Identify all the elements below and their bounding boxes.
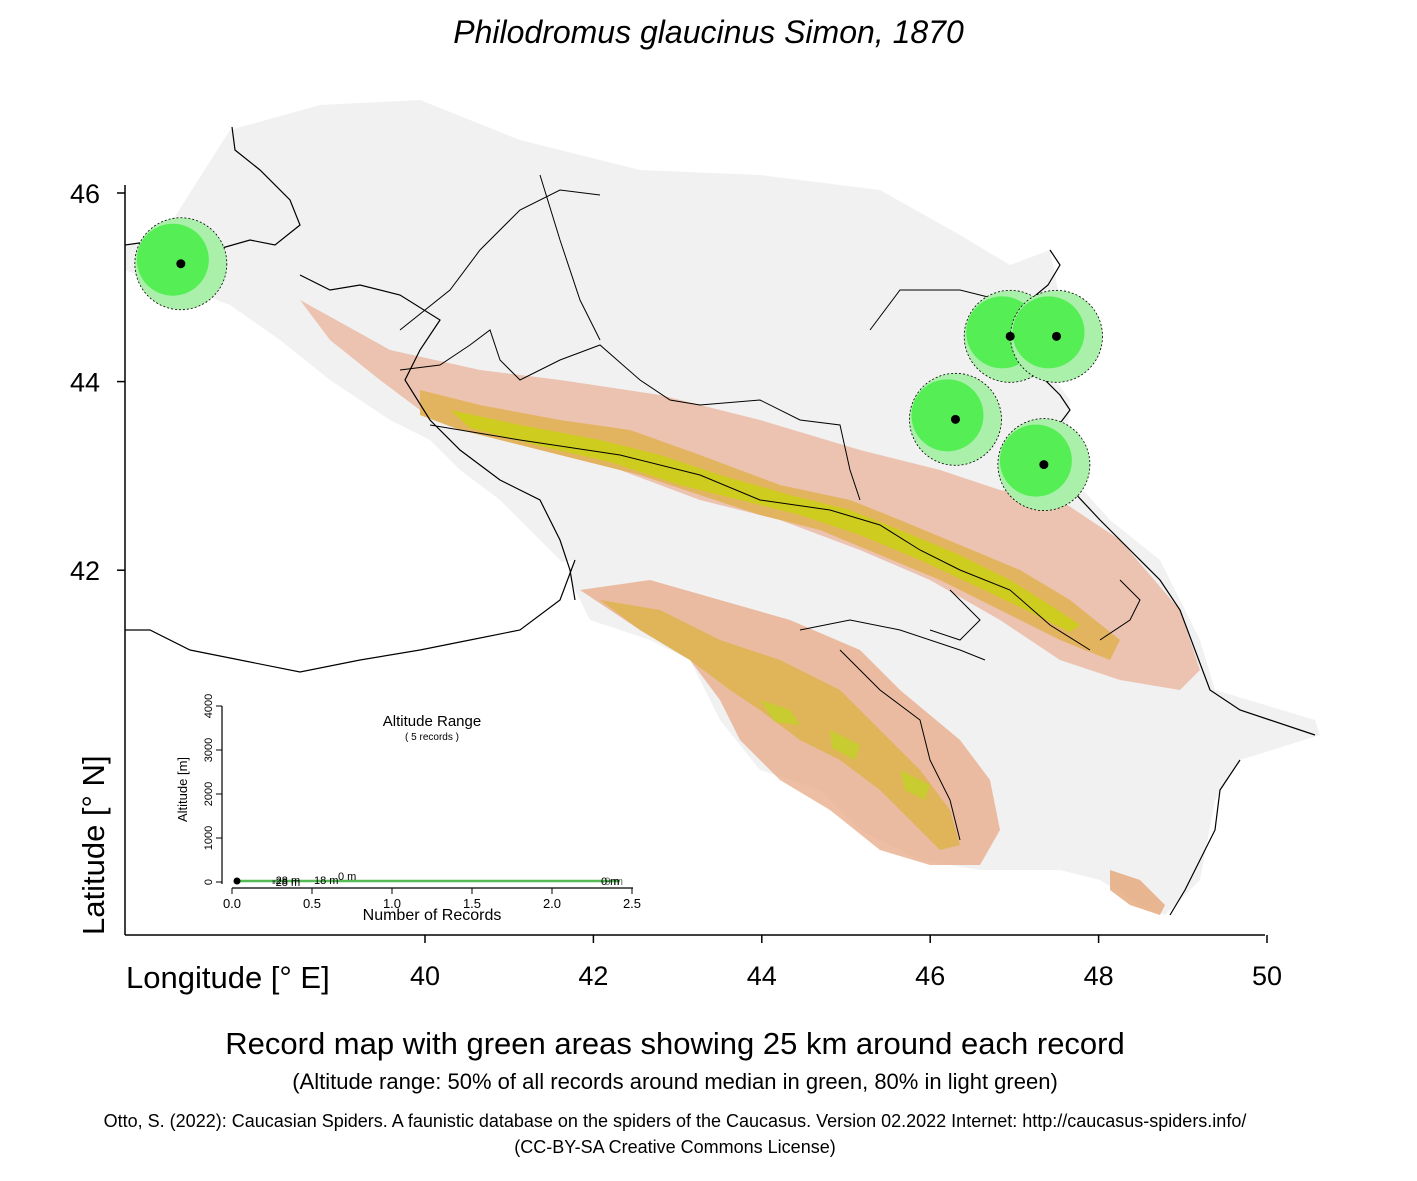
inset-point-label-6: -9 m (601, 876, 623, 888)
record-point (950, 414, 960, 424)
map-title: Philodromus glaucinus Simon, 1870 (453, 14, 964, 50)
inset-y-label: Altitude [m] (175, 757, 190, 822)
inset-subtitle: ( 5 records ) (405, 732, 459, 743)
record-points (176, 259, 1061, 470)
lon-tick-label: 42 (578, 961, 608, 991)
lesser-caucasus-peaks (760, 700, 930, 800)
inset-y-tick-label: 3000 (203, 738, 215, 762)
buffer-core (911, 379, 984, 452)
inset-point-label-1: -28 m (272, 875, 300, 887)
lat-tick-label: 46 (70, 179, 100, 209)
inset-x-tick-label: 1.5 (463, 896, 481, 911)
greater-caucasus-crest (450, 410, 1080, 632)
inset-point-label-4: 0 m (338, 871, 356, 883)
inset-y-ticks: 0 1000 2000 3000 4000 (203, 694, 222, 885)
lon-tick-label: 46 (915, 961, 945, 991)
inset-x-tick-label: 1.0 (383, 896, 401, 911)
inset-point-label-5: 0 m (601, 876, 619, 888)
lat-tick-label: 42 (70, 556, 100, 586)
buffer-core (136, 223, 209, 296)
coastline (124, 126, 1316, 916)
land-area (125, 100, 1320, 915)
buffer-core (999, 424, 1072, 497)
buffer-core (1012, 296, 1085, 369)
inset-title: Altitude Range (383, 713, 481, 730)
inset-point-label-3: 18 m (314, 875, 338, 887)
inset-x-tick-label: 0.5 (303, 896, 321, 911)
altitude-inset: Altitude Range ( 5 records ) 0 1000 2000 30… (175, 694, 641, 924)
latitude-ticks: 46 44 42 (70, 179, 125, 586)
inset-y-tick-label: 0 (203, 879, 215, 885)
longitude-label: Longitude [° E] (126, 960, 330, 995)
latitude-label: Latitude [° N] (76, 755, 111, 935)
inset-y-tick-label: 2000 (203, 782, 215, 806)
lon-tick-label: 48 (1084, 961, 1114, 991)
lon-tick-label: 40 (410, 961, 440, 991)
license: (CC-BY-SA Creative Commons License) (514, 1137, 836, 1157)
inset-x-tick-label: 0.0 (223, 896, 241, 911)
inset-x-tick-label: 2.5 (623, 896, 641, 911)
record-point (1052, 331, 1061, 341)
record-point (176, 259, 186, 269)
inset-point (233, 877, 241, 885)
record-point (1005, 331, 1015, 341)
inset-x-ticks: 0.0 0.5 1.0 1.5 2.0 2.5 (223, 888, 641, 911)
inset-y-tick-label: 4000 (203, 694, 215, 718)
longitude-ticks: 40 42 44 46 48 50 (410, 935, 1282, 991)
admin-borders (399, 174, 1141, 841)
inset-y-tick-label: 1000 (203, 826, 215, 850)
lat-tick-label: 44 (70, 368, 100, 398)
inset-x-label: Number of Records (363, 907, 502, 924)
lesser-caucasus-ridge (600, 600, 960, 850)
citation: Otto, S. (2022): Caucasian Spiders. A fa… (103, 1111, 1247, 1131)
lon-tick-label: 44 (747, 961, 777, 991)
caption-main: Record map with green areas showing 25 k… (225, 1026, 1125, 1061)
inset-x-tick-label: 2.0 (543, 896, 561, 911)
anatolia-coast (125, 559, 576, 673)
talysh-zone (1110, 870, 1165, 915)
caption-sub: (Altitude range: 50% of all records arou… (292, 1069, 1058, 1094)
lon-tick-label: 50 (1252, 961, 1282, 991)
inset-point-label-2: -28 m (272, 877, 300, 889)
record-point (1039, 460, 1049, 470)
